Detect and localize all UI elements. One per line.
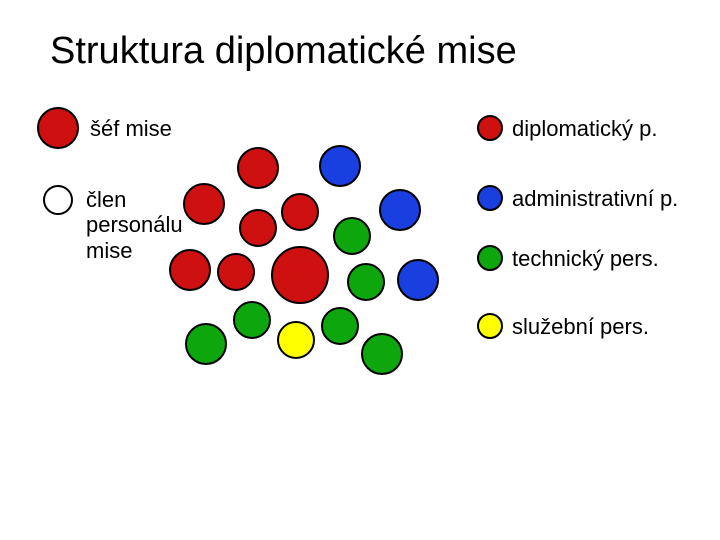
diagram-circle (348, 264, 384, 300)
diagram-circle (478, 116, 502, 140)
diagram-circle (278, 322, 314, 358)
diagram-circle (478, 186, 502, 210)
diagram-circle (38, 108, 78, 148)
diagram-circle (272, 247, 328, 303)
legend-label-dip: diplomatický p. (512, 116, 712, 141)
diagram-circle (240, 210, 276, 246)
diagram-circle (44, 186, 72, 214)
diagram-circle (380, 190, 420, 230)
diagram-circle (478, 314, 502, 338)
legend-label-member: člen personálu mise (86, 187, 226, 263)
diagram-circle (234, 302, 270, 338)
diagram-circle (478, 246, 502, 270)
diagram-circle (362, 334, 402, 374)
diagram-circle (334, 218, 370, 254)
diagram-circle (186, 324, 226, 364)
legend-label-chief: šéf mise (90, 116, 250, 141)
diagram-circle (238, 148, 278, 188)
legend-label-tech: technický pers. (512, 246, 712, 271)
diagram-circle (320, 146, 360, 186)
legend-label-serv: služební pers. (512, 314, 712, 339)
diagram-circle (398, 260, 438, 300)
diagram-circle (322, 308, 358, 344)
diagram-circle (282, 194, 318, 230)
legend-label-admin: administrativní p. (512, 186, 712, 211)
